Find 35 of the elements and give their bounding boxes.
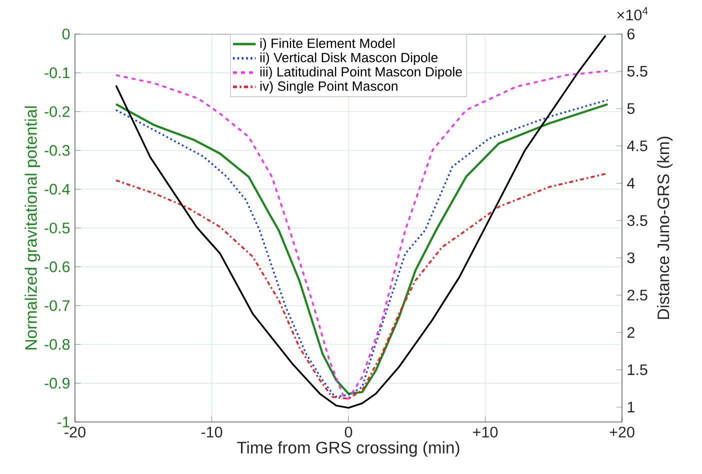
y2-tick-label: 4 (627, 178, 635, 188)
x-tick-label: +10 (473, 426, 498, 438)
y2-tick-label: 4.5 (627, 140, 648, 152)
y2-axis-title: Distance Juno-GRS (km) (657, 136, 673, 319)
x-tick-label: -10 (201, 426, 222, 438)
legend-label: iv) Single Point Mascon (260, 81, 398, 94)
y-tick-label: -0.1 (44, 67, 70, 78)
y-tick-label: -0.4 (44, 184, 70, 195)
y2-tick-label: 3 (627, 252, 635, 264)
y2-tick-label: 2.5 (627, 290, 648, 301)
y2-tick-label: 1.5 (628, 364, 648, 376)
x-tick-label: 0 (344, 426, 352, 438)
y2-tick-label: 5 (627, 103, 635, 114)
y-tick-label: -0.9 (44, 378, 70, 389)
text: ×10$^{4}$ (617, 7, 648, 20)
x-tick-label: +20 (610, 426, 634, 438)
y-tick-label: -0.5 (44, 222, 70, 234)
x-axis-title: Time from GRS crossing (min) (237, 441, 460, 457)
y-tick-label: -0.7 (44, 300, 70, 312)
y-tick-label: 0 (62, 28, 70, 40)
y2-tick-label: 2 (627, 327, 634, 338)
legend-label: i) Finite Element Model (260, 38, 394, 51)
y-tick-label: -0.6 (44, 261, 70, 272)
y2-tick-label: 5.5 (627, 66, 648, 77)
legend-label: ii) Vertical Disk Mascon Dipole (260, 52, 438, 65)
y2-tick-label: 6 (627, 28, 635, 40)
legend-label: iii) Latitudinal Point Mascon Dipole (260, 66, 462, 80)
y-tick-label: -0.2 (44, 106, 70, 117)
y-tick-label: -1 (57, 416, 70, 428)
y-axis-title: Normalized gravitational potential (24, 106, 40, 350)
y2-tick-label: 1 (628, 402, 634, 412)
y-tick-label: -0.8 (44, 338, 70, 350)
x-tick-label: -20 (64, 426, 86, 438)
y-tick-label: -0.3 (44, 144, 70, 156)
y2-tick-label: 3.5 (627, 215, 648, 226)
